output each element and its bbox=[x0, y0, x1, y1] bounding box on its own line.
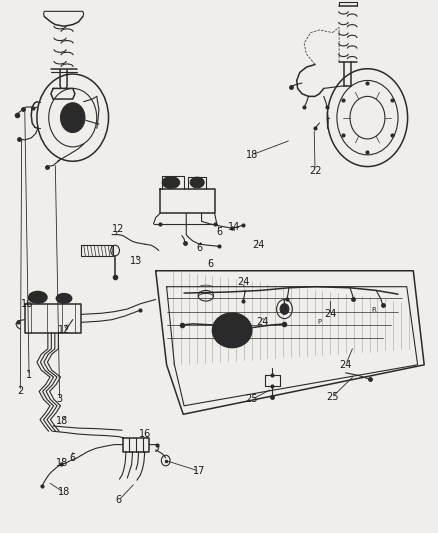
Text: 17: 17 bbox=[193, 466, 205, 476]
Text: 24: 24 bbox=[339, 360, 352, 370]
Text: 16: 16 bbox=[21, 298, 33, 309]
Text: 24: 24 bbox=[257, 317, 269, 327]
Text: 6: 6 bbox=[196, 243, 202, 253]
Text: 14: 14 bbox=[228, 222, 240, 232]
Text: 6: 6 bbox=[70, 453, 76, 463]
Text: 25: 25 bbox=[245, 394, 258, 405]
Circle shape bbox=[60, 103, 85, 133]
Ellipse shape bbox=[190, 177, 204, 188]
Text: P: P bbox=[318, 319, 321, 325]
Text: 24: 24 bbox=[324, 309, 336, 319]
Text: 24: 24 bbox=[237, 278, 249, 287]
Ellipse shape bbox=[212, 313, 252, 348]
Text: 13: 13 bbox=[130, 256, 142, 266]
Ellipse shape bbox=[162, 176, 180, 188]
Text: R: R bbox=[371, 307, 376, 313]
Text: 18: 18 bbox=[246, 150, 258, 160]
Text: 18: 18 bbox=[56, 458, 68, 468]
Text: 2: 2 bbox=[17, 386, 24, 397]
Ellipse shape bbox=[28, 292, 47, 303]
Text: 12: 12 bbox=[58, 325, 70, 335]
Text: 6: 6 bbox=[116, 495, 122, 505]
Circle shape bbox=[280, 304, 289, 314]
Text: 24: 24 bbox=[252, 240, 265, 250]
Text: 22: 22 bbox=[309, 166, 321, 176]
Text: 12: 12 bbox=[113, 224, 125, 235]
Text: 18: 18 bbox=[58, 488, 70, 497]
Text: 1: 1 bbox=[26, 370, 32, 381]
Text: 6: 6 bbox=[207, 259, 213, 269]
Ellipse shape bbox=[226, 324, 239, 337]
Text: 18: 18 bbox=[56, 416, 68, 426]
Text: 16: 16 bbox=[139, 429, 151, 439]
Ellipse shape bbox=[57, 294, 72, 303]
Text: 25: 25 bbox=[326, 392, 339, 402]
Text: 3: 3 bbox=[57, 394, 63, 405]
Text: 6: 6 bbox=[216, 227, 222, 237]
